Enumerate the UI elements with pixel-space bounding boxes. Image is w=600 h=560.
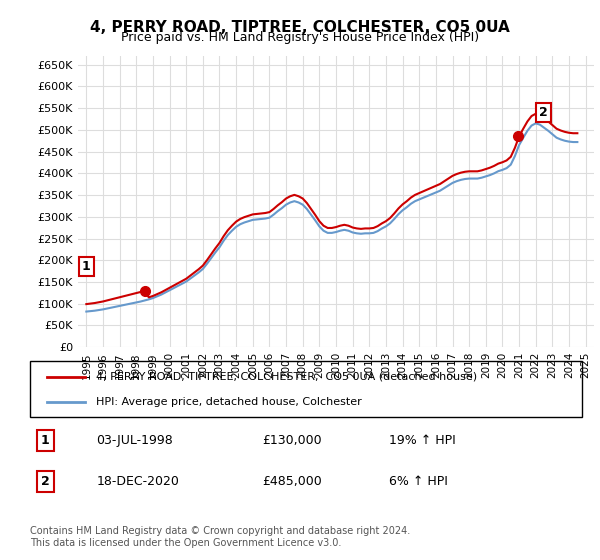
Text: 2: 2	[539, 106, 548, 119]
Text: 4, PERRY ROAD, TIPTREE, COLCHESTER,  CO5 0UA (detached house): 4, PERRY ROAD, TIPTREE, COLCHESTER, CO5 …	[96, 372, 478, 382]
Text: £130,000: £130,000	[262, 434, 322, 447]
Text: Price paid vs. HM Land Registry's House Price Index (HPI): Price paid vs. HM Land Registry's House …	[121, 31, 479, 44]
Text: HPI: Average price, detached house, Colchester: HPI: Average price, detached house, Colc…	[96, 396, 362, 407]
Text: £485,000: £485,000	[262, 475, 322, 488]
Text: 1: 1	[41, 434, 50, 447]
Text: 4, PERRY ROAD, TIPTREE, COLCHESTER, CO5 0UA: 4, PERRY ROAD, TIPTREE, COLCHESTER, CO5 …	[90, 20, 510, 35]
Text: 1: 1	[82, 260, 91, 273]
Text: Contains HM Land Registry data © Crown copyright and database right 2024.
This d: Contains HM Land Registry data © Crown c…	[30, 526, 410, 548]
Text: 2: 2	[41, 475, 50, 488]
Text: 03-JUL-1998: 03-JUL-1998	[96, 434, 173, 447]
Text: 19% ↑ HPI: 19% ↑ HPI	[389, 434, 455, 447]
Text: 18-DEC-2020: 18-DEC-2020	[96, 475, 179, 488]
Text: 6% ↑ HPI: 6% ↑ HPI	[389, 475, 448, 488]
